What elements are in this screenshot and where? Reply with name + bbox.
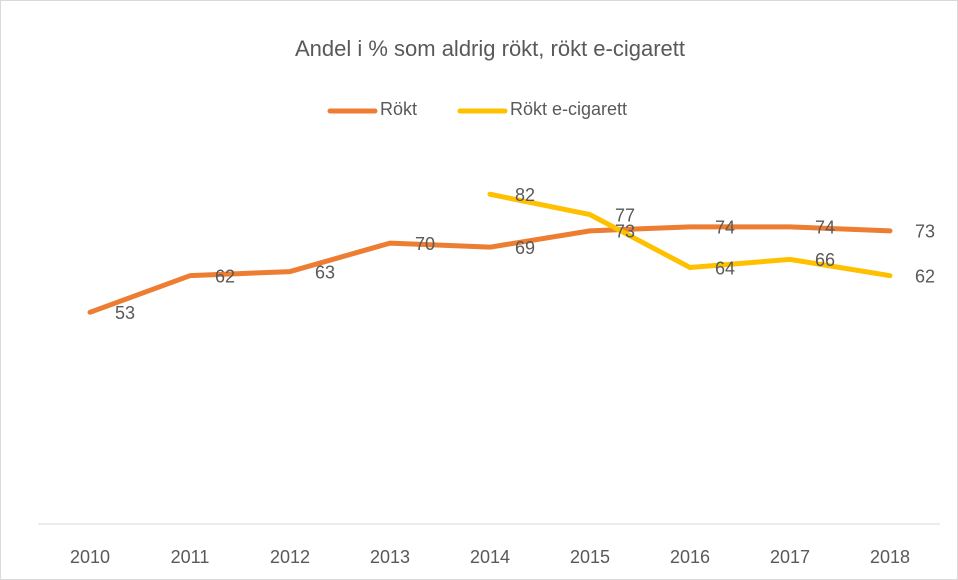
x-tick-label: 2012 xyxy=(270,547,310,567)
data-label: 69 xyxy=(515,238,535,258)
data-label: 66 xyxy=(815,250,835,270)
data-label: 62 xyxy=(215,266,235,286)
data-label: 53 xyxy=(115,303,135,323)
data-label: 70 xyxy=(415,234,435,254)
data-label: 64 xyxy=(715,258,735,278)
data-label: 77 xyxy=(615,205,635,225)
data-label: 63 xyxy=(315,262,335,282)
chart-title: Andel i % som aldrig rökt, rökt e-cigare… xyxy=(295,36,685,61)
series-line xyxy=(487,191,893,279)
legend-label: Rökt e-cigarett xyxy=(510,99,627,119)
data-label: 82 xyxy=(515,185,535,205)
series-line xyxy=(87,224,893,315)
data-label: 74 xyxy=(715,218,735,238)
data-label: 62 xyxy=(915,266,935,286)
x-tick-label: 2014 xyxy=(470,547,510,567)
x-tick-label: 2011 xyxy=(171,547,210,567)
data-label: 73 xyxy=(615,222,635,242)
data-label: 74 xyxy=(815,218,835,238)
legend-label: Rökt xyxy=(380,99,417,119)
x-tick-label: 2016 xyxy=(670,547,710,567)
x-tick-label: 2015 xyxy=(570,547,610,567)
x-tick-label: 2018 xyxy=(870,547,910,567)
x-tick-label: 2010 xyxy=(70,547,110,567)
data-label: 73 xyxy=(915,222,935,242)
x-tick-label: 2017 xyxy=(770,547,810,567)
x-tick-label: 2013 xyxy=(370,547,410,567)
